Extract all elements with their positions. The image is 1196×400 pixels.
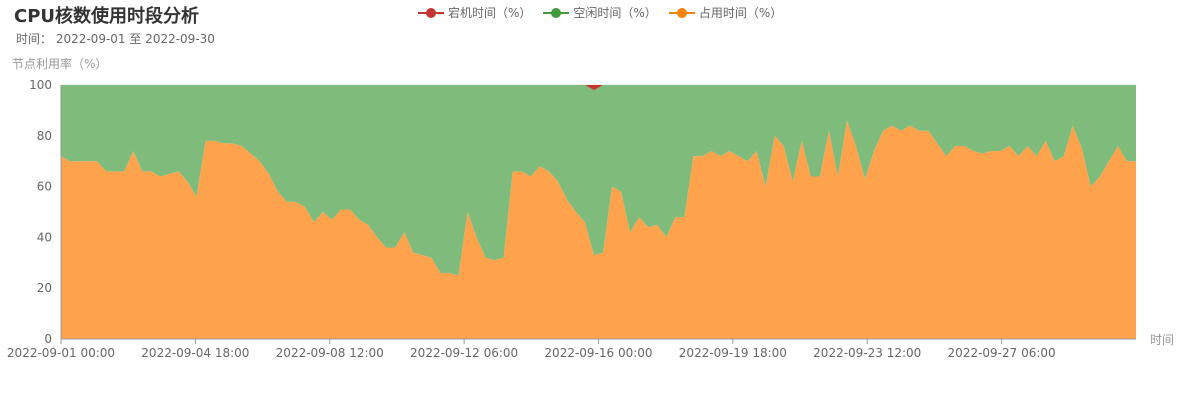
legend-marker-idle-icon <box>543 7 570 18</box>
y-tick-label: 0 <box>44 332 52 346</box>
y-tick-label: 40 <box>37 230 52 244</box>
area-series-downtime[interactable] <box>61 85 1136 91</box>
x-axis-label: 时间 <box>1150 333 1174 347</box>
x-tick-label: 2022-09-01 00:00 <box>7 346 115 360</box>
x-tick-label: 2022-09-23 12:00 <box>813 346 921 360</box>
y-axis-label: 节点利用率（%） <box>12 57 108 71</box>
x-tick-label: 2022-09-04 18:00 <box>141 346 249 360</box>
y-tick-label: 60 <box>37 180 52 194</box>
x-tick-label: 2022-09-12 06:00 <box>410 346 518 360</box>
chart-areas <box>61 85 1136 339</box>
x-tick-label: 2022-09-16 00:00 <box>544 346 652 360</box>
legend-item-occupied[interactable]: 占用时间（%） <box>668 4 783 21</box>
y-tick-label: 80 <box>37 129 52 143</box>
chart-subtitle: 时间： 2022-09-01 至 2022-09-30 <box>16 32 215 46</box>
legend-label-occupied: 占用时间（%） <box>698 6 783 20</box>
y-tick-label: 20 <box>37 281 52 295</box>
legend-item-idle[interactable]: 空闲时间（%） <box>543 4 657 21</box>
legend: 宕机时间（%） 空闲时间（%） 占用时间（%） <box>418 4 782 21</box>
legend-item-downtime[interactable]: 宕机时间（%） <box>418 4 531 21</box>
x-tick-label: 2022-09-27 06:00 <box>948 346 1056 360</box>
area-series-idle[interactable] <box>61 85 1136 276</box>
x-tick-label: 2022-09-19 18:00 <box>679 346 787 360</box>
chart-title: CPU核数使用时段分析 <box>14 6 200 27</box>
y-tick-label: 100 <box>29 78 52 92</box>
legend-label-downtime: 宕机时间（%） <box>448 6 532 20</box>
area-series-occupied[interactable] <box>61 120 1136 339</box>
x-tick-label: 2022-09-08 12:00 <box>276 346 384 360</box>
legend-label-idle: 空闲时间（%） <box>573 6 657 20</box>
legend-marker-downtime-icon <box>418 7 444 18</box>
legend-marker-occupied-icon <box>668 7 695 18</box>
axes: 0 20 40 60 80 100 2022-09-01 00:00 2022-09-04 1… <box>7 78 1174 360</box>
